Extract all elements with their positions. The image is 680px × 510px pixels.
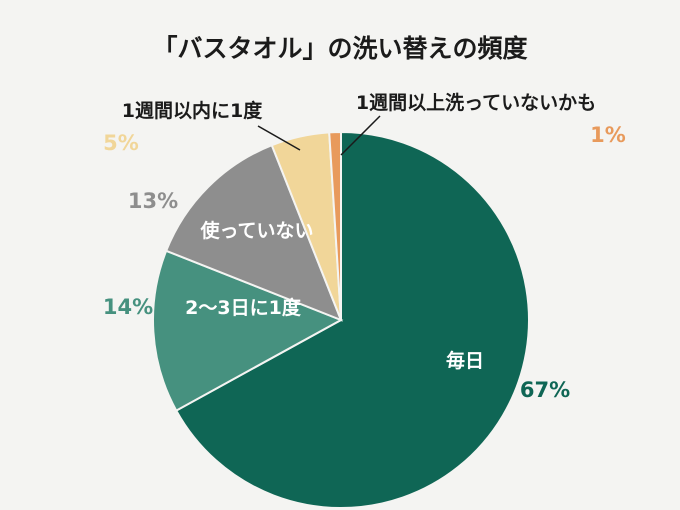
leader-line-4 xyxy=(340,115,381,156)
slice-percent-0: 67% xyxy=(520,378,570,402)
slice-labels: 毎日 67% 2〜3日に1度 14% 使っていない 13% 1週間以内に1度 5% 1週間以上洗… xyxy=(103,91,626,402)
chart-title: 「バスタオル」の洗い替えの頻度 xyxy=(152,34,527,63)
pie-slices xyxy=(152,130,530,509)
pie-slice-4 xyxy=(328,130,342,321)
pie-slice-0 xyxy=(174,130,530,509)
leader-line-3 xyxy=(257,125,301,151)
slice-label-1: 2〜3日に1度 xyxy=(185,296,302,319)
pie-slice-1 xyxy=(152,249,344,412)
pie-slice-2 xyxy=(164,143,343,322)
slice-percent-3: 5% xyxy=(103,131,139,155)
slice-label-3: 1週間以内に1度 xyxy=(122,99,263,122)
slice-percent-2: 13% xyxy=(128,189,178,213)
slice-label-4: 1週間以上洗っていないかも xyxy=(356,91,596,114)
slice-percent-4: 1% xyxy=(590,123,626,147)
slice-label-0: 毎日 xyxy=(446,349,484,372)
slice-label-2: 使っていない xyxy=(199,220,313,242)
slice-percent-1: 14% xyxy=(103,295,153,319)
leader-lines xyxy=(257,115,381,156)
